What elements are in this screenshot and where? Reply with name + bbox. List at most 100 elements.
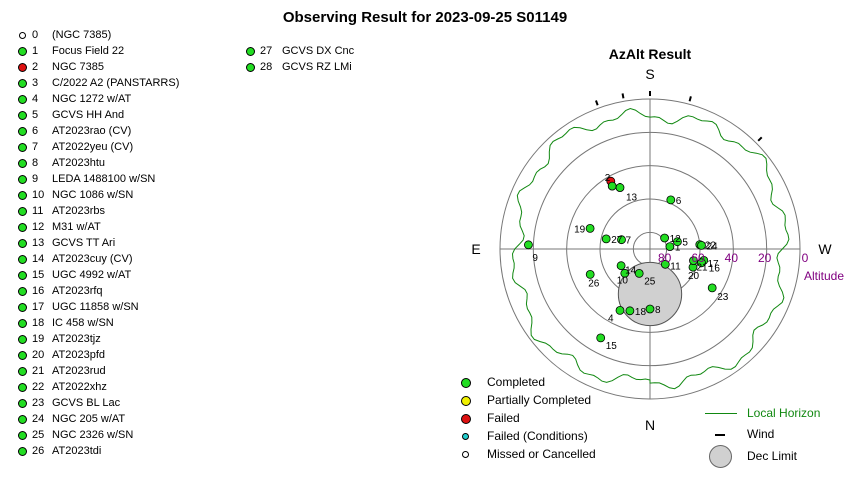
target-name: AT2023rao (CV) (52, 125, 132, 137)
target-point (707, 283, 717, 293)
target-point (585, 269, 595, 279)
target-name: NGC 7385 (52, 61, 104, 73)
altitude-tick-label: 40 (725, 251, 739, 265)
completed-marker-icon (461, 378, 471, 388)
wind-tick (621, 93, 625, 99)
target-number: 11 (32, 205, 44, 217)
target-number: 22 (32, 381, 45, 393)
target-number: 17 (32, 301, 45, 313)
status-marker-icon (18, 255, 27, 264)
target-number: 27 (260, 45, 273, 57)
target-number: 20 (32, 349, 45, 361)
compass-south: S (645, 66, 654, 82)
wind-tick (688, 96, 692, 102)
local-horizon-line (511, 107, 790, 390)
target-number: 10 (32, 189, 45, 201)
status-marker-icon (18, 207, 27, 216)
target-number: 14 (32, 253, 45, 265)
target-number: 9 (32, 173, 39, 185)
status-marker-icon (18, 415, 27, 424)
target-name: NGC 1272 w/AT (52, 93, 132, 105)
horizon-line-icon (705, 413, 737, 414)
target-name: AT2023cuy (CV) (52, 253, 133, 265)
target-number: 25 (32, 429, 45, 441)
legend-wind-label: Wind (747, 427, 775, 441)
status-marker-icon (19, 32, 26, 39)
target-point-label: 24 (707, 241, 719, 252)
status-marker-icon (18, 335, 27, 344)
target-point-label: 9 (532, 253, 538, 264)
target-point (596, 333, 606, 343)
legend-partial-label: Partially Completed (487, 393, 592, 407)
target-point-label: 15 (606, 341, 618, 352)
target-point-label: 17 (708, 259, 720, 270)
target-number: 8 (32, 157, 39, 169)
target-number: 12 (32, 221, 45, 233)
target-point-label: 19 (574, 224, 586, 235)
target-point (620, 268, 630, 278)
status-marker-icon (18, 287, 27, 296)
target-number: 4 (32, 93, 39, 105)
target-points: 1234567891011121314151617181920212223242… (524, 173, 729, 352)
target-number: 26 (32, 445, 45, 457)
dec-limit-icon (709, 445, 732, 468)
target-name: Focus Field 22 (52, 45, 125, 57)
status-marker-icon (18, 95, 27, 104)
status-marker-icon (18, 271, 27, 280)
target-name: GCVS DX Cnc (282, 45, 355, 57)
compass-east: E (471, 241, 480, 257)
target-point-label: 27 (611, 235, 623, 246)
legend-horizon-label: Local Horizon (747, 406, 821, 420)
target-number: 6 (32, 125, 39, 137)
target-point (697, 240, 706, 250)
local-horizon-path (511, 107, 790, 390)
altitude-grid (499, 98, 801, 400)
legend-missed-label: Missed or Cancelled (487, 447, 596, 461)
target-point-label: 23 (717, 292, 729, 303)
target-list: 0 (NGC 7385) 1 Focus Field 22 2 NGC 7385 3 C/20… (18, 29, 218, 469)
status-marker-icon (18, 143, 27, 152)
target-point (689, 256, 698, 266)
wind-marker-icon (715, 434, 725, 436)
wind-tick (757, 136, 763, 142)
altitude-tick-label: 20 (758, 251, 772, 265)
status-marker-icon (18, 239, 27, 248)
target-point (665, 242, 675, 252)
target-number: 0 (32, 29, 39, 41)
target-point-label: 4 (608, 313, 614, 324)
chart-title: AzAlt Result (609, 46, 692, 62)
status-marker-icon (18, 447, 27, 456)
altitude-axis-label: Altitude (804, 269, 844, 283)
target-list-continued: 27 GCVS DX Cnc 28 GCVS RZ LMi (246, 45, 426, 85)
target-point (660, 233, 669, 243)
target-name: UGC 11858 w/SN (52, 301, 139, 313)
target-number: 28 (260, 61, 273, 73)
target-number: 23 (32, 397, 45, 409)
target-number: 15 (32, 269, 45, 281)
target-name: NGC 1086 w/SN (52, 189, 134, 201)
target-name: AT2023rfq (52, 285, 103, 297)
target-number: 1 (32, 45, 39, 57)
compass-west: W (818, 241, 832, 257)
target-point-label: 10 (617, 275, 629, 286)
target-point (607, 181, 617, 191)
target-number: 13 (32, 237, 45, 249)
failed-conditions-marker-icon (462, 433, 469, 440)
target-number: 21 (32, 365, 45, 377)
legend-completed-label: Completed (487, 375, 546, 389)
target-point-label: 5 (682, 238, 688, 249)
legend-dec-limit-label: Dec Limit (747, 449, 798, 463)
target-number: 2 (32, 61, 39, 73)
target-number: 18 (32, 317, 45, 329)
target-point-label: 16 (709, 263, 721, 274)
target-point-label: 7 (626, 236, 632, 247)
target-point (697, 258, 706, 268)
target-number: 19 (32, 333, 45, 345)
target-number: 5 (32, 109, 39, 121)
target-point (666, 195, 676, 205)
status-marker-icon (18, 79, 27, 88)
wind-tick (595, 100, 599, 106)
target-point-label: 26 (588, 278, 600, 289)
status-marker-icon (18, 63, 27, 72)
altitude-tick-label: 80 (658, 251, 672, 265)
